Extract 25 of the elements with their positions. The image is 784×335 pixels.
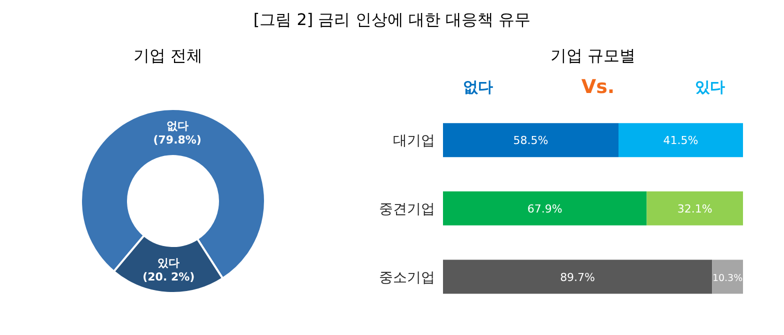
slice-label: 없다 (166, 120, 188, 133)
bar (618, 123, 743, 158)
y-tick-label: 대기업 (393, 133, 435, 150)
data-label: 67.9% (527, 202, 562, 216)
data-label: (79.8%) (153, 134, 202, 147)
data-label: (20. 2%) (142, 270, 195, 284)
bar (443, 191, 647, 226)
bar (712, 260, 743, 294)
y-tick-label: 중소기업 (379, 270, 435, 286)
chart-title: 기업 규모별 (549, 46, 637, 67)
y-tick-label: 중견기업 (379, 201, 435, 218)
data-label: 32.1% (677, 202, 712, 216)
data-label: 89.7% (560, 270, 596, 284)
series-label: 있다 (694, 78, 726, 97)
data-label: 58.5% (513, 134, 548, 148)
data-label: 41.5% (663, 134, 698, 148)
slice-label: 있다 (158, 256, 180, 270)
text: Vs. (580, 76, 616, 98)
bar (646, 191, 743, 226)
bar (443, 123, 618, 158)
series-label: 없다 (462, 78, 494, 97)
chart-subtitle: 기업 전체 (132, 46, 204, 67)
text: [그림 2] 금리 인상에 대한 대응책 유무 (252, 10, 532, 31)
bar (443, 260, 712, 294)
data-label: 10.3% (712, 272, 743, 284)
